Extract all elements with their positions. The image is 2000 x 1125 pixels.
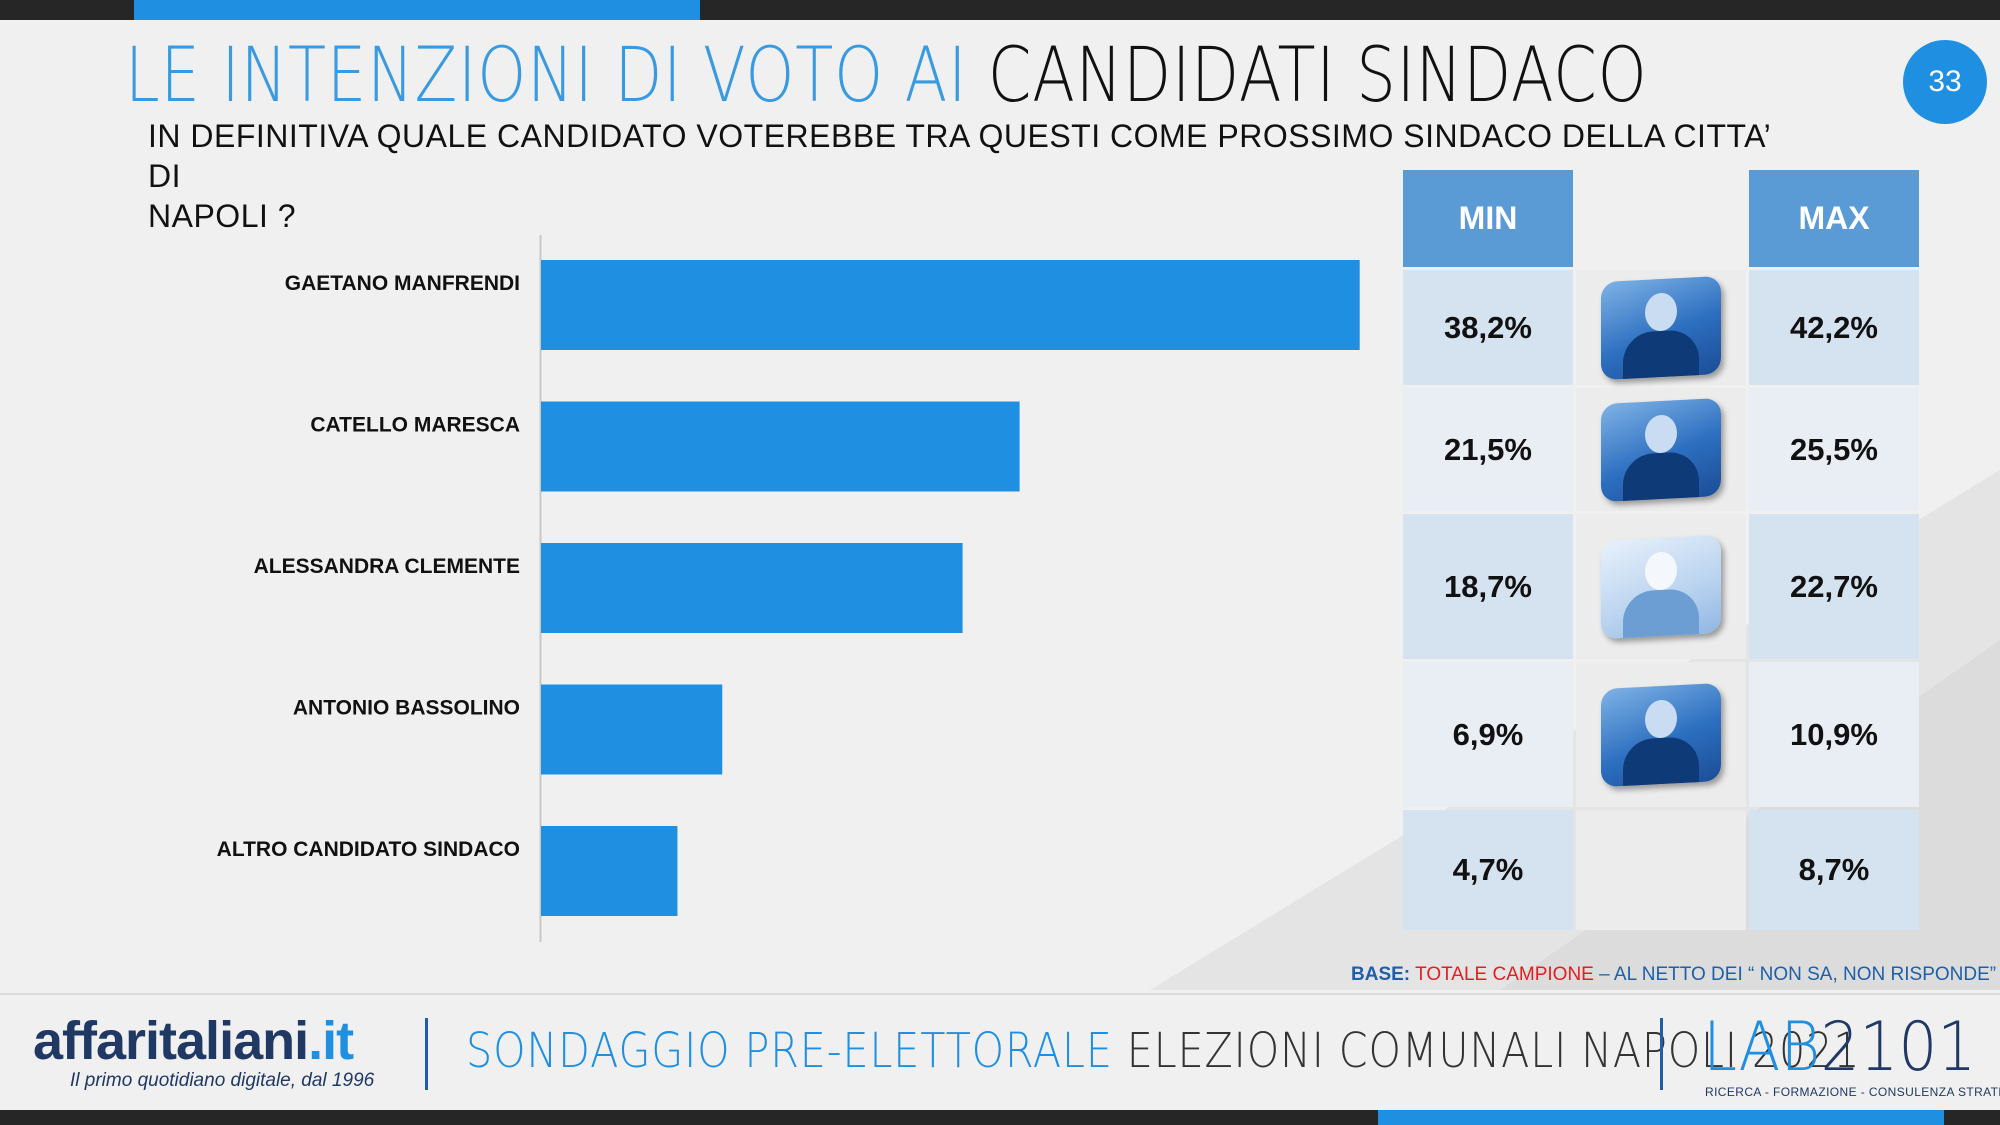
table-row: 38,2% 42,2% (1403, 270, 1919, 385)
candidate-photo-cell (1576, 270, 1746, 385)
candidate-photo (1601, 682, 1721, 787)
footer-separator (425, 1018, 428, 1090)
title-part-black: CANDIDATI SINDACO (987, 30, 1648, 119)
max-value: 42,2% (1749, 270, 1919, 385)
base-sample: TOTALE CAMPIONE (1415, 964, 1594, 985)
category-label: CATELLO MARESCA (310, 414, 520, 437)
range-table-header: MIN MAX (1403, 170, 1919, 267)
lab-logo-part2: 2101 (1820, 1008, 1977, 1087)
page-number-badge: 33 (1903, 40, 1987, 124)
photo-header (1576, 170, 1746, 267)
logo-main: affaritaliani (33, 1011, 309, 1071)
bar (541, 401, 1020, 492)
candidate-photo-cell (1576, 514, 1746, 659)
base-note: BASE: TOTALE CAMPIONE – AL NETTO DEI “ N… (1351, 964, 1996, 986)
logo-tld: .it (308, 1011, 354, 1071)
footer-divider (0, 993, 2000, 995)
min-value: 21,5% (1403, 388, 1573, 511)
bar (541, 826, 678, 916)
candidate-photo-cell (1576, 388, 1746, 511)
question-line-2: NAPOLI ? (148, 198, 297, 234)
base-label: BASE: (1351, 964, 1411, 985)
min-header: MIN (1403, 170, 1573, 267)
bar-chart: GAETANO MANFRENDI CATELLO MARESCA ALESSAND… (217, 235, 1360, 942)
min-value: 18,7% (1403, 514, 1573, 659)
empty-photo-cell (1576, 810, 1746, 930)
table-row: 18,7% 22,7% (1403, 514, 1919, 659)
affaritaliani-logo: affaritaliani.it (33, 1010, 354, 1072)
bottom-accent-bar (1378, 1110, 1944, 1125)
candidate-photo-cell (1576, 662, 1746, 807)
logo-tagline: Il primo quotidiano digitale, dal 1996 (70, 1070, 375, 1091)
candidate-photo (1601, 534, 1721, 639)
table-row: 4,7% 8,7% (1403, 810, 1919, 930)
survey-question: IN DEFINITIVA QUALE CANDIDATO VOTEREBBE … (148, 116, 1788, 236)
min-value: 38,2% (1403, 270, 1573, 385)
lab-logo-part1: LAB (1703, 1008, 1821, 1087)
category-label: ALTRO CANDIDATO SINDACO (217, 838, 520, 861)
category-label: GAETANO MANFRENDI (285, 272, 520, 295)
survey-title: SONDAGGIO PRE-ELETTORALE ELEZIONI COMUNA… (466, 1023, 1860, 1079)
bar (541, 260, 1360, 350)
footer-separator (1660, 1018, 1663, 1090)
lab-tagline: RICERCA - FORMAZIONE - CONSULENZA STRATE… (1705, 1085, 2000, 1099)
candidate-photo (1601, 275, 1721, 380)
category-label: ANTONIO BASSOLINO (293, 697, 520, 720)
lab2101-logo: LAB2101 (1703, 1008, 1976, 1087)
max-value: 22,7% (1749, 514, 1919, 659)
min-value: 6,9% (1403, 662, 1573, 807)
min-value: 4,7% (1403, 810, 1573, 930)
page-title: LE INTENZIONI DI VOTO AI CANDIDATI SINDA… (125, 30, 1648, 119)
base-rest: – AL NETTO DEI “ NON SA, NON RISPONDE” (1593, 964, 1997, 985)
top-accent-bar (134, 0, 700, 20)
max-value: 10,9% (1749, 662, 1919, 807)
category-label: ALESSANDRA CLEMENTE (254, 555, 520, 578)
range-table: MIN MAX 38,2% 42,2% 21,5% 25,5% 18,7% 22… (1400, 167, 1922, 933)
title-part-blue: LE INTENZIONI DI VOTO AI (125, 30, 968, 119)
max-value: 25,5% (1749, 388, 1919, 511)
survey-title-grey: ELEZIONI COMUNALI NAPOLI 2021 (1112, 1023, 1861, 1079)
question-line-1: IN DEFINITIVA QUALE CANDIDATO VOTEREBBE … (148, 118, 1771, 194)
candidate-photo (1601, 397, 1721, 502)
table-row: 21,5% 25,5% (1403, 388, 1919, 511)
max-header: MAX (1749, 170, 1919, 267)
survey-title-blue: SONDAGGIO PRE-ELETTORALE (466, 1023, 1113, 1079)
max-value: 8,7% (1749, 810, 1919, 930)
bar (541, 684, 723, 775)
table-row: 6,9% 10,9% (1403, 662, 1919, 807)
bar (541, 543, 963, 633)
